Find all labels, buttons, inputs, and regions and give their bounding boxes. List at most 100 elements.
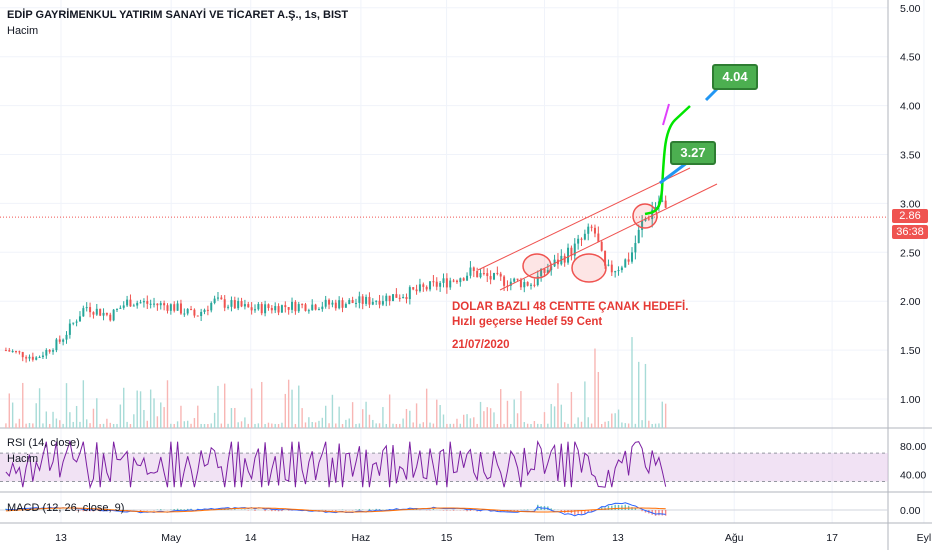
volume-bar — [160, 402, 162, 428]
volume-bar — [139, 391, 142, 428]
volume-bar — [261, 381, 263, 428]
macd-histogram-bar — [176, 508, 179, 510]
volume-bar — [577, 417, 579, 428]
current-price-tag: 2.86 — [892, 209, 928, 223]
candle-body — [48, 349, 51, 352]
volume-bar — [331, 394, 334, 428]
time-axis-label: May — [161, 532, 182, 544]
candle-body — [173, 304, 176, 311]
candle-body — [617, 270, 620, 272]
volume-bar — [102, 423, 105, 428]
candle-body — [388, 295, 391, 302]
volume-bar — [28, 423, 31, 428]
candle-body — [129, 299, 132, 307]
volume-bar — [503, 423, 505, 428]
candle-body — [479, 273, 482, 278]
candle-body — [216, 297, 219, 299]
candle-body — [375, 300, 378, 302]
volume-bar — [227, 423, 229, 428]
volume-bar — [442, 414, 445, 428]
macd-histogram-bar — [180, 509, 182, 510]
candle-body — [459, 278, 462, 283]
candle-body — [62, 339, 65, 342]
volume-bar — [412, 422, 414, 428]
rsi-line — [5, 439, 667, 490]
candle-body — [176, 303, 179, 311]
time-axis-label: Eyl — [917, 532, 932, 544]
countdown-tag: 36:38 — [892, 225, 928, 239]
candle-body — [445, 278, 448, 288]
candle-body — [58, 339, 61, 342]
candle-body — [257, 304, 260, 310]
volume-bar — [634, 423, 637, 428]
volume-bar — [587, 417, 589, 428]
volume-bar — [59, 420, 61, 428]
candle-body — [307, 310, 310, 312]
candle-body — [153, 303, 156, 305]
volume-bar — [422, 422, 425, 428]
time-axis-label: 13 — [612, 532, 624, 544]
channel-lower-line — [499, 183, 718, 291]
candle-body — [513, 278, 516, 282]
volume-bar — [166, 380, 169, 428]
price-axis-label: 2.00 — [900, 296, 921, 308]
candle-body — [210, 302, 213, 311]
candle-body — [28, 356, 31, 359]
macd-histogram-bar — [574, 510, 576, 515]
candle-body — [78, 316, 81, 322]
candle-body — [237, 301, 240, 309]
volume-bar — [627, 423, 630, 428]
macd-histogram-bar — [210, 508, 212, 510]
volume-bar — [146, 420, 148, 428]
volume-bar — [79, 421, 81, 428]
volume-bar — [112, 424, 115, 428]
candle-body — [439, 282, 442, 287]
candle-body — [240, 301, 243, 307]
candle-body — [8, 350, 11, 352]
time-axis-label: Haz — [352, 532, 371, 544]
macd-histogram-bar — [18, 508, 21, 510]
candle-body — [25, 357, 28, 359]
candle-body — [466, 275, 469, 281]
volume-bar — [197, 405, 199, 428]
macd-histogram-bar — [274, 510, 276, 512]
candle-body — [328, 299, 331, 305]
volume-bar — [143, 409, 145, 428]
volume-bar — [570, 391, 573, 428]
candle-body — [196, 315, 199, 317]
volume-bar — [631, 337, 633, 428]
volume-bar — [234, 407, 236, 428]
volume-bar — [580, 421, 583, 428]
candle-body — [637, 229, 640, 243]
volume-bar — [318, 420, 320, 428]
volume-bar — [358, 423, 361, 428]
candle-body — [634, 242, 637, 253]
macd-histogram-bar — [42, 509, 44, 510]
candle-body — [489, 276, 492, 280]
volume-bar — [526, 423, 529, 428]
candle-body — [402, 296, 405, 298]
volume-bar — [365, 401, 367, 428]
volume-bar — [590, 423, 593, 428]
volume-bar — [183, 421, 186, 428]
volume-bar — [469, 418, 472, 428]
candle-body — [425, 286, 428, 290]
candle-body — [301, 304, 304, 306]
volume-bar — [314, 422, 317, 428]
candle-body — [136, 302, 139, 306]
pattern-ellipse — [571, 253, 607, 283]
volume-bar — [321, 417, 324, 428]
candle-body — [254, 309, 257, 311]
candle-body — [422, 284, 425, 287]
candle-body — [624, 259, 627, 268]
macd-histogram-bar — [345, 510, 347, 511]
macd-histogram-bar — [584, 510, 586, 514]
volume-bar — [611, 413, 613, 428]
macd-histogram-bar — [234, 509, 236, 510]
volume-bar — [156, 416, 159, 428]
candle-body — [119, 307, 122, 309]
volume-bar — [32, 423, 34, 428]
volume-bar — [180, 405, 182, 428]
candle-body — [284, 305, 287, 308]
